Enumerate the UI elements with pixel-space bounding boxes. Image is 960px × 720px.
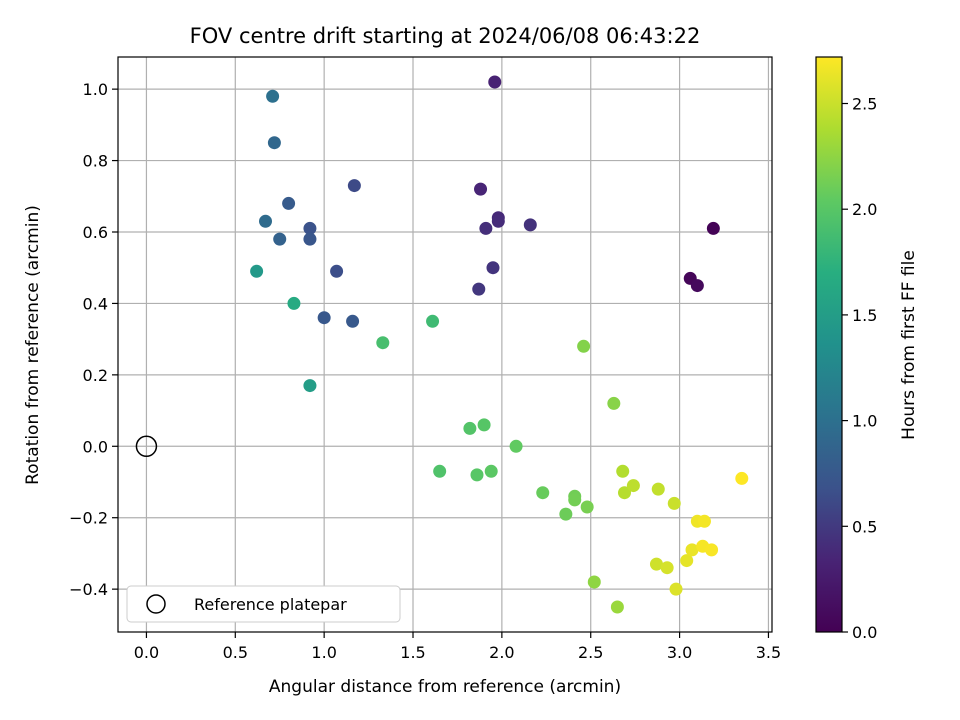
scatter-point [568,493,582,507]
y-tick-label: 0.4 [83,294,108,313]
legend: Reference platepar [126,585,401,623]
legend-box [126,585,401,623]
scatter-point [649,557,663,571]
reference-layer [135,435,158,458]
y-tick-label: 0.8 [83,152,108,171]
scatter-point [680,554,694,568]
legend-marker-reference [146,594,166,614]
colorbar-ticks: 0.0 0.5 1.0 1.5 2.0 2.5 [842,95,877,642]
scatter-point [426,314,440,328]
scatter-point [486,261,500,275]
scatter-point [536,486,550,500]
scatter-point [735,471,749,485]
y-tick-label: 0.2 [83,366,108,385]
x-axis-label: Angular distance from reference (arcmin) [269,677,621,697]
y-tick-label: −0.4 [69,580,108,599]
x-tick-label: 0.0 [134,643,159,662]
scatter-point [587,575,601,589]
chart-title: FOV centre drift starting at 2024/06/08 … [190,24,701,48]
grid-layer [118,57,772,632]
scatter-point [347,179,361,193]
scatter-point [685,543,699,557]
scatter-point [697,514,711,528]
reference-platepar-marker [135,435,158,458]
scatter-point [626,479,640,493]
scatter-point [273,232,287,246]
y-axis-label: Rotation from reference (arcmin) [23,205,43,485]
x-ticks: 0.0 0.5 1.0 1.5 2.0 2.5 3.0 3.5 [134,632,781,662]
scatter-point [509,439,523,453]
colorbar-gradient [816,57,842,632]
scatter-point [484,464,498,478]
y-tick-label: −0.2 [69,509,108,528]
scatter-point [317,311,331,325]
scatter-point [477,418,491,432]
scatter-point [690,279,704,293]
colorbar-tick-label: 0.0 [852,623,877,642]
scatter-point [523,218,537,232]
x-tick-label: 3.5 [756,643,781,662]
scatter-point [669,582,683,596]
scatter-point [470,468,484,482]
scatter-point [433,464,447,478]
scatter-point [463,421,477,435]
colorbar-tick-label: 2.0 [852,200,877,219]
x-tick-label: 0.5 [223,643,248,662]
x-tick-label: 2.5 [578,643,603,662]
x-tick-label: 3.0 [667,643,692,662]
points-layer [250,75,749,614]
colorbar: 0.0 0.5 1.0 1.5 2.0 2.5 Hours from first FF f… [815,56,919,642]
scatter-point [287,296,301,310]
y-tick-label: 0.6 [83,223,108,242]
scatter-point [660,561,674,575]
scatter-point [491,214,505,228]
colorbar-tick-label: 1.5 [852,306,877,325]
scatter-point [346,314,360,328]
scatter-point [303,232,317,246]
colorbar-tick-label: 1.0 [852,412,877,431]
scatter-point [474,182,488,196]
plot-frame [117,56,773,633]
scatter-point [259,214,273,228]
y-tick-label: 1.0 [83,80,108,99]
scatter-point [472,282,486,296]
x-tick-label: 2.0 [489,643,514,662]
scatter-point [616,464,630,478]
scatter-point [651,482,665,496]
colorbar-tick-label: 2.5 [852,95,877,114]
scatter-point [267,136,281,150]
legend-label-reference: Reference platepar [194,595,347,614]
scatter-point [479,221,493,235]
scatter-point [607,396,621,410]
scatter-point [705,543,719,557]
scatter-point [282,196,296,210]
scatter-point [303,379,317,393]
scatter-point [610,600,624,614]
scatter-point [330,264,344,278]
y-ticks: −0.4 −0.2 0.0 0.2 0.4 0.6 0.8 1.0 [69,80,118,599]
scatter-point [667,496,681,510]
x-tick-label: 1.5 [400,643,425,662]
scatter-point [266,89,280,103]
y-tick-label: 0.0 [83,437,108,456]
scatter-point [580,500,594,514]
scatter-point [706,221,720,235]
scatter-point [376,336,390,350]
scatter-point [250,264,264,278]
colorbar-label: Hours from first FF file [899,250,919,440]
scatter-point [303,221,317,235]
scatter-point [617,486,631,500]
scatter-point [488,75,502,89]
colorbar-tick-label: 0.5 [852,517,877,536]
x-tick-label: 1.0 [311,643,336,662]
scatter-point [577,339,591,353]
colorbar-frame [815,56,843,633]
scatter-point [559,507,573,521]
